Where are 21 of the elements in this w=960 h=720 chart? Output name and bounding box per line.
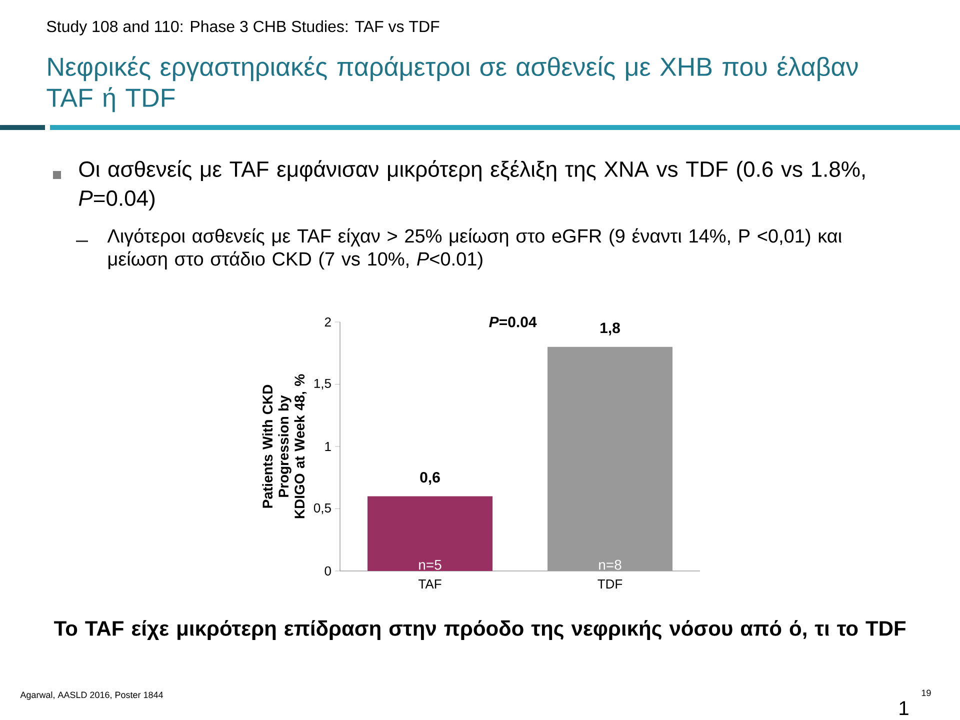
y-axis-title: Patients With CKD Progression by KDIGO at Week 48, % (262, 374, 307, 518)
annotation: P=0.04 (489, 316, 537, 328)
text: Οι ασθενείς με TAF εμφάνισαν μικρότερη εξέλιξη της ΧΝΑ vs TDF (0.6 vs 1.8%, P=0.04) (78, 160, 865, 210)
x-tick-label: TDF (598, 580, 622, 588)
text: 1 (900, 701, 908, 715)
x-tick-label: TAF (418, 580, 442, 588)
y-tick-label: 0,5 (314, 503, 331, 514)
annotation: n=8 (599, 560, 622, 570)
text: Λιγότεροι ασθενείς με TAF είχαν > 25% μείωση στο eGFR (9 έναντι 14%, P <0,01) και μείωση στο στάδιο CKD (7 vs 10%, P<0.01) (107, 228, 842, 270)
text: Το TAF είχε μικρότερη επίδραση στην πρόοδο της νεφρικής νόσου από ό, τι το TDF (54, 620, 906, 640)
y-tick-label: 2 (324, 317, 331, 327)
y-tick-label: 1 (325, 442, 331, 451)
annotation: n=5 (419, 560, 442, 570)
data-label: 1,8 (600, 322, 620, 336)
chart-subtitle: Study 108 and 110: Phase 3 CHB Studies: TAF vs TDF (46, 20, 440, 36)
chart-title: Νεφρικές εργαστηριακές παράμετροι σε ασθενείς με ΧΗΒ που έλαβαν TAF ή TDF (46, 56, 858, 112)
text: 19 (922, 690, 931, 696)
y-tick-label: 1,5 (314, 378, 331, 390)
text: Agarwal, AASLD 2016, Poster 1844 (20, 691, 163, 700)
data-label: 0,6 (420, 472, 440, 485)
y-tick-label: 0 (324, 566, 331, 576)
